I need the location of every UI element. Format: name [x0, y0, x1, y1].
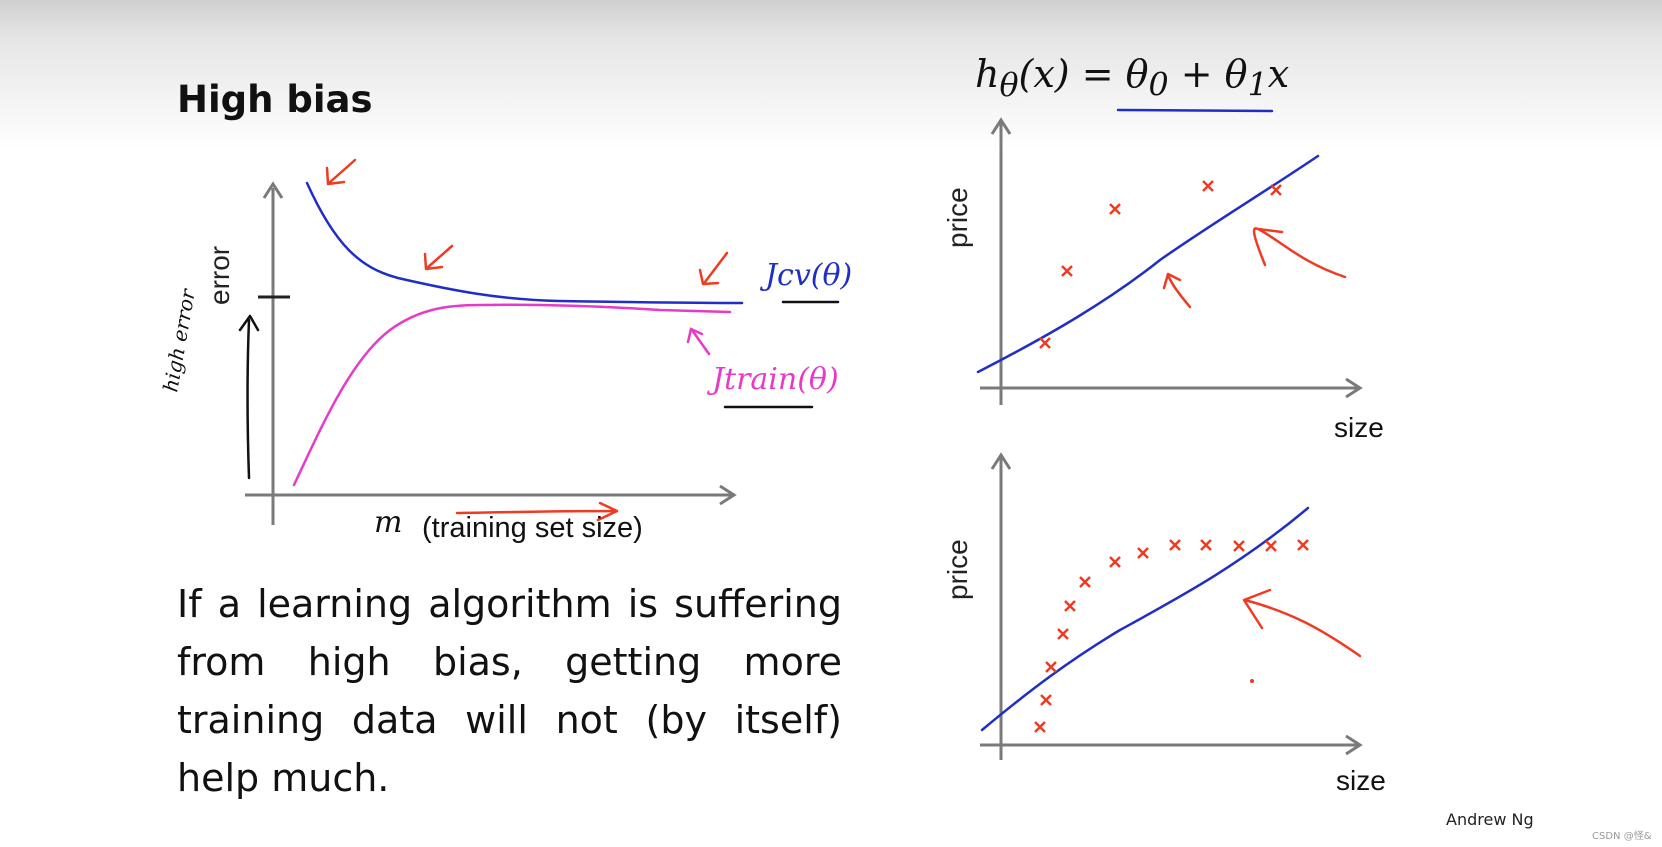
- hypothesis-formula: hθ(x) = θ0 + θ1x: [975, 52, 1290, 104]
- price-axis-label: price: [942, 539, 973, 600]
- train-curve-label: Jtrain(θ): [712, 362, 839, 397]
- x-axis-arrow: [1345, 377, 1363, 399]
- x-axis-label: (training set size): [422, 512, 643, 544]
- arrow-annotation: [698, 251, 729, 286]
- cv-curve: [305, 181, 744, 305]
- x-axis-math-label: m: [374, 505, 403, 540]
- arrow-annotation: [455, 501, 619, 522]
- stray-dot: [1250, 679, 1254, 683]
- x-axis-arrow: [719, 484, 737, 506]
- formula-underline: [1116, 108, 1274, 113]
- high-error-annotation: high error: [158, 286, 200, 394]
- learning-curve-plot: [238, 158, 840, 525]
- y-axis-arrow: [990, 117, 1012, 135]
- price-axis-label: price: [942, 187, 973, 248]
- y-axis-arrow: [990, 452, 1012, 470]
- data-points: [1034, 539, 1309, 733]
- data-points: [1039, 180, 1282, 349]
- paragraph-line: help much.: [177, 756, 390, 800]
- train-curve: [292, 303, 732, 487]
- arrow-annotation: [1252, 227, 1347, 279]
- arrow-annotation: [325, 158, 357, 186]
- slide-title: High bias: [177, 78, 373, 121]
- arrow-annotation: [423, 244, 454, 271]
- slide-paragraph: If a learning algorithm is suffering fro…: [177, 575, 842, 807]
- x-axis-arrow: [1345, 734, 1363, 756]
- paragraph-line: training data will not (by itself): [177, 698, 842, 742]
- size-axis-label: size: [1334, 412, 1384, 443]
- watermark: CSDN @怪&: [1592, 831, 1652, 842]
- paragraph-line: If a learning algorithm is suffering: [177, 582, 842, 626]
- price-size-plot-bottom: [980, 452, 1363, 760]
- price-size-plot-top: [976, 117, 1363, 405]
- high-error-arrow: [238, 314, 260, 480]
- arrow-annotation: [1162, 272, 1192, 309]
- error-axis-label: error: [204, 246, 235, 305]
- y-axis-arrow: [262, 181, 284, 199]
- train-pointer: [686, 327, 711, 356]
- size-axis-label: size: [1336, 765, 1386, 796]
- arrow-annotation: [1242, 588, 1362, 658]
- author-credit: Andrew Ng: [1446, 810, 1534, 829]
- cv-curve-label: Jcv(θ): [765, 258, 853, 293]
- paragraph-line: from high bias, getting more: [177, 640, 842, 684]
- linear-fit-line: [976, 154, 1320, 374]
- linear-fit-line: [980, 506, 1310, 732]
